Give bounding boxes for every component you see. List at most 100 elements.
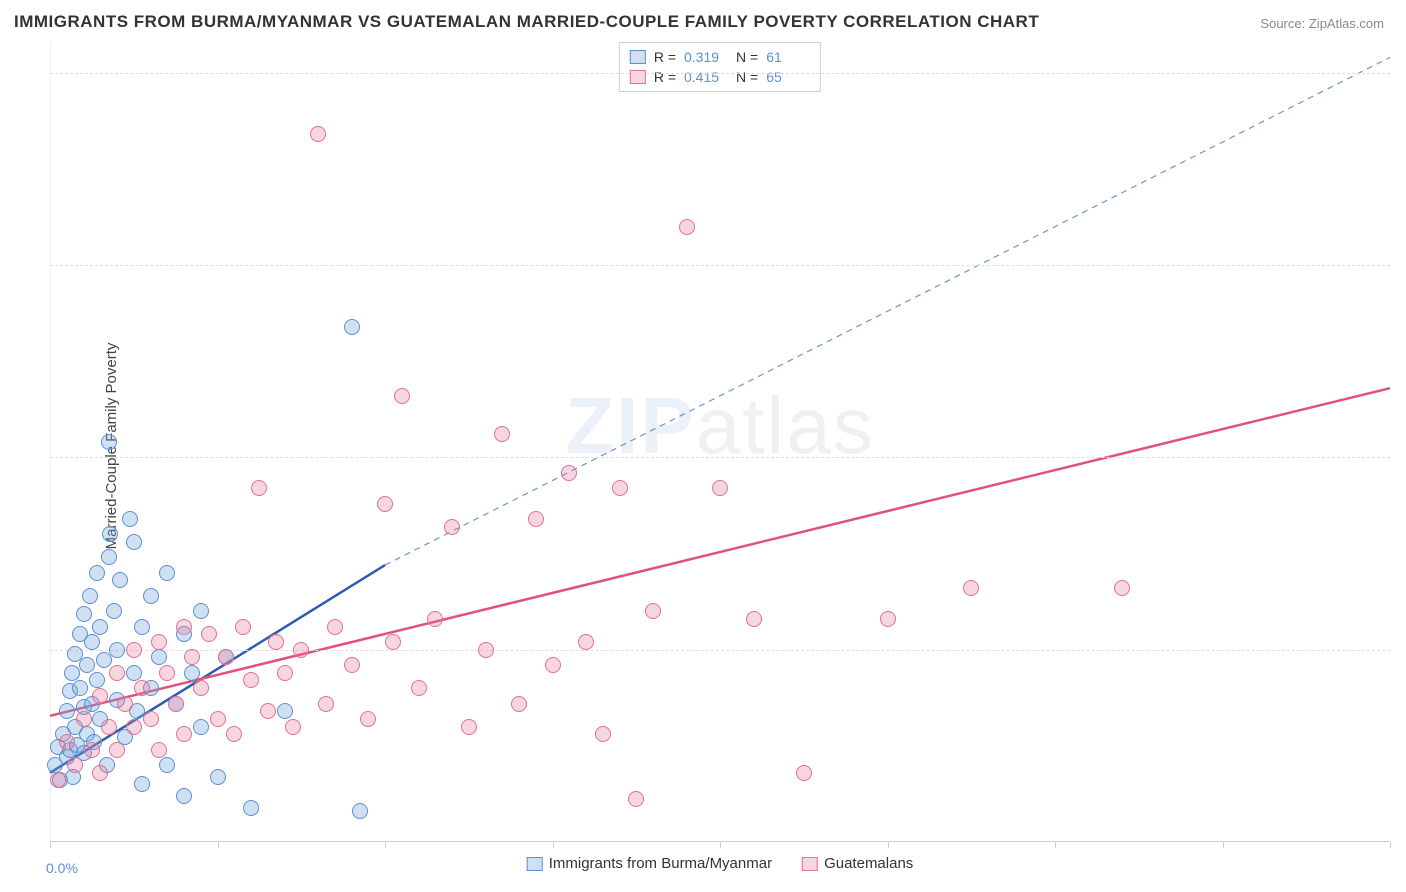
data-point <box>578 634 594 650</box>
series-legend: Immigrants from Burma/Myanmar Guatemalans <box>527 855 914 872</box>
data-point <box>679 219 695 235</box>
grid-line <box>50 650 1390 651</box>
data-point <box>101 434 117 450</box>
legend-item: Immigrants from Burma/Myanmar <box>527 855 772 872</box>
legend-row: R =0.319N =61 <box>630 47 810 67</box>
data-point <box>151 634 167 650</box>
data-point <box>344 319 360 335</box>
data-point <box>117 696 133 712</box>
data-point <box>243 672 259 688</box>
data-point <box>134 619 150 635</box>
data-point <box>134 776 150 792</box>
trend-line <box>50 388 1390 716</box>
data-point <box>645 603 661 619</box>
data-point <box>96 652 112 668</box>
data-point <box>528 511 544 527</box>
data-point <box>176 619 192 635</box>
x-tick <box>385 842 386 848</box>
data-point <box>251 480 267 496</box>
data-point <box>394 388 410 404</box>
data-point <box>109 665 125 681</box>
data-point <box>260 703 276 719</box>
data-point <box>92 765 108 781</box>
data-point <box>79 657 95 673</box>
data-point <box>210 769 226 785</box>
data-point <box>109 742 125 758</box>
data-point <box>72 680 88 696</box>
data-point <box>159 665 175 681</box>
data-point <box>444 519 460 535</box>
data-point <box>159 565 175 581</box>
legend-row: R =0.415N =65 <box>630 67 810 87</box>
data-point <box>427 611 443 627</box>
data-point <box>102 526 118 542</box>
data-point <box>963 580 979 596</box>
correlation-legend: R =0.319N =61R =0.415N =65 <box>619 42 821 92</box>
data-point <box>101 549 117 565</box>
data-point <box>385 634 401 650</box>
data-point <box>109 642 125 658</box>
data-point <box>84 634 100 650</box>
data-point <box>143 588 159 604</box>
data-point <box>377 496 393 512</box>
data-point <box>92 688 108 704</box>
legend-item: Guatemalans <box>802 855 913 872</box>
data-point <box>134 680 150 696</box>
data-point <box>64 665 80 681</box>
data-point <box>89 672 105 688</box>
data-point <box>293 642 309 658</box>
data-point <box>76 606 92 622</box>
data-point <box>1114 580 1130 596</box>
x-tick <box>1055 842 1056 848</box>
data-point <box>352 803 368 819</box>
legend-swatch <box>802 857 818 871</box>
grid-line <box>50 457 1390 458</box>
data-point <box>193 719 209 735</box>
data-point <box>193 603 209 619</box>
data-point <box>268 634 284 650</box>
data-point <box>411 680 427 696</box>
data-point <box>151 742 167 758</box>
data-point <box>67 757 83 773</box>
data-point <box>478 642 494 658</box>
data-point <box>122 511 138 527</box>
data-point <box>226 726 242 742</box>
data-point <box>89 565 105 581</box>
x-axis-origin-label: 0.0% <box>46 860 78 876</box>
data-point <box>461 719 477 735</box>
data-point <box>712 480 728 496</box>
data-point <box>210 711 226 727</box>
r-value: 0.415 <box>684 67 728 87</box>
data-point <box>880 611 896 627</box>
data-point <box>612 480 628 496</box>
data-point <box>746 611 762 627</box>
data-point <box>243 800 259 816</box>
legend-label: Guatemalans <box>824 855 913 872</box>
source-name: ZipAtlas.com <box>1309 16 1384 31</box>
plot-area: ZIPatlas R =0.319N =61R =0.415N =65 0.0%… <box>50 42 1390 842</box>
source-label: Source: <box>1260 16 1305 31</box>
data-point <box>50 772 66 788</box>
x-tick <box>720 842 721 848</box>
data-point <box>494 426 510 442</box>
data-point <box>84 742 100 758</box>
data-point <box>82 588 98 604</box>
data-point <box>595 726 611 742</box>
trend-lines-svg <box>50 42 1390 842</box>
source-attribution: Source: ZipAtlas.com <box>1260 16 1384 31</box>
data-point <box>360 711 376 727</box>
data-point <box>184 649 200 665</box>
legend-swatch <box>630 50 646 64</box>
data-point <box>310 126 326 142</box>
data-point <box>126 665 142 681</box>
data-point <box>344 657 360 673</box>
data-point <box>106 603 122 619</box>
data-point <box>176 788 192 804</box>
data-point <box>151 649 167 665</box>
data-point <box>628 791 644 807</box>
data-point <box>112 572 128 588</box>
data-point <box>143 711 159 727</box>
x-tick <box>888 842 889 848</box>
x-tick <box>1223 842 1224 848</box>
n-value: 61 <box>766 47 810 67</box>
